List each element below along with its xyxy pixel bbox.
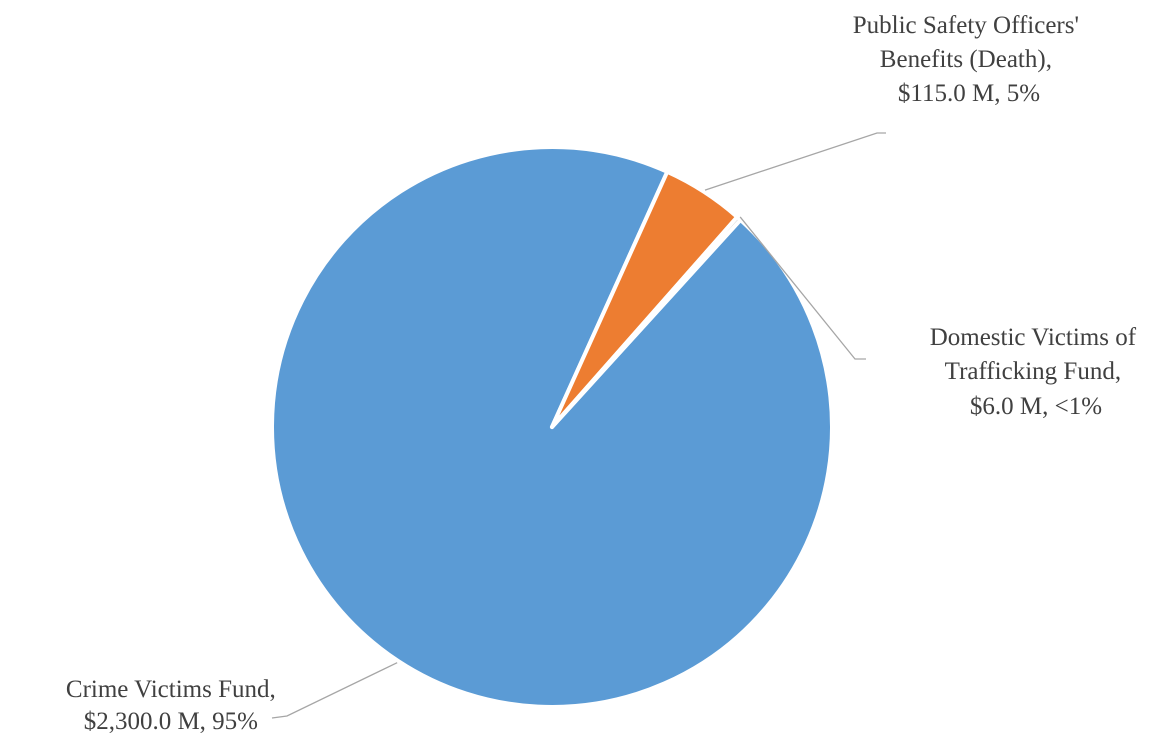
label-public-safety-officers-benefits-line-2: Benefits (Death), (880, 46, 1052, 73)
leader-lines (271, 132, 886, 719)
label-domestic-victims-of-trafficking-fund-line-1: Domestic Victims of (930, 324, 1137, 351)
label-public-safety-officers-benefits: Public Safety Officers' Benefits (Death)… (853, 12, 1085, 107)
leader-line-crime-victims-fund (271, 662, 398, 719)
label-crime-victims-fund: Crime Victims Fund, $2,300.0 M, 95% (66, 676, 282, 735)
pie-slices (270, 145, 834, 709)
leader-line-domestic-victims-of-trafficking-fund (739, 216, 866, 360)
label-domestic-victims-of-trafficking-fund: Domestic Victims of Trafficking Fund, $6… (930, 324, 1143, 420)
label-domestic-victims-of-trafficking-fund-line-3: $6.0 M, <1% (970, 393, 1102, 420)
label-public-safety-officers-benefits-line-3: $115.0 M, 5% (898, 80, 1040, 107)
label-public-safety-officers-benefits-line-1: Public Safety Officers' (853, 12, 1079, 39)
label-crime-victims-fund-line-1: Crime Victims Fund, (66, 676, 276, 703)
label-domestic-victims-of-trafficking-fund-line-2: Trafficking Fund, (945, 358, 1121, 385)
leader-line-public-safety-officers-benefits (704, 132, 886, 191)
label-crime-victims-fund-line-2: $2,300.0 M, 95% (84, 708, 258, 735)
slice-domestic-victims-of-trafficking-fund (550, 214, 743, 429)
